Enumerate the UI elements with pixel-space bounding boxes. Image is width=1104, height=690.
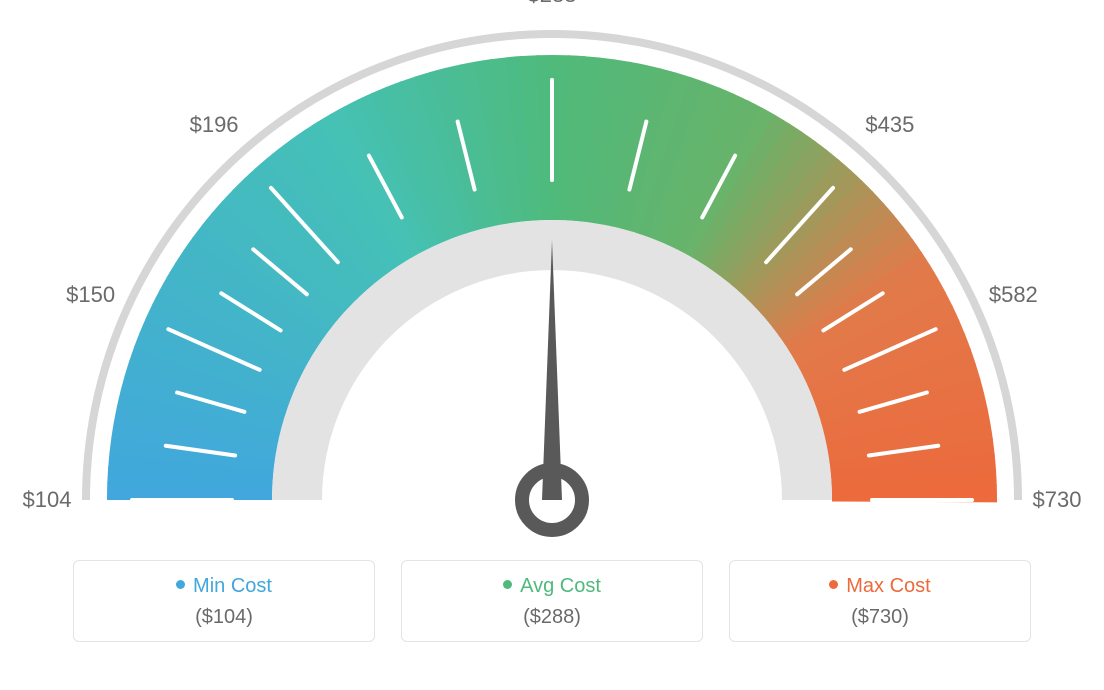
legend-cards-row: Min Cost ($104) Avg Cost ($288) Max Cost… [0, 560, 1104, 642]
max-cost-bullet [829, 580, 838, 589]
min-cost-bullet [176, 580, 185, 589]
avg-cost-label: Avg Cost [520, 575, 601, 597]
gauge-tick-label: $196 [190, 112, 239, 138]
avg-cost-card: Avg Cost ($288) [401, 560, 703, 642]
gauge-tick-label: $730 [1033, 487, 1082, 513]
avg-cost-title: Avg Cost [402, 575, 702, 598]
min-cost-title: Min Cost [74, 575, 374, 598]
gauge-needle [542, 240, 562, 500]
gauge-tick-label: $288 [528, 0, 577, 8]
max-cost-card: Max Cost ($730) [729, 560, 1031, 642]
min-cost-label: Min Cost [193, 575, 272, 597]
gauge-svg [0, 0, 1104, 560]
avg-cost-bullet [503, 580, 512, 589]
min-cost-value: ($104) [74, 606, 374, 629]
gauge-tick-label: $582 [989, 282, 1038, 308]
gauge-chart: $104 $150 $196 $288 $435 $582 $730 [0, 0, 1104, 560]
max-cost-label: Max Cost [846, 575, 930, 597]
avg-cost-value: ($288) [402, 606, 702, 629]
min-cost-card: Min Cost ($104) [73, 560, 375, 642]
gauge-tick-label: $104 [23, 487, 72, 513]
gauge-tick-label: $150 [66, 282, 115, 308]
max-cost-title: Max Cost [730, 575, 1030, 598]
max-cost-value: ($730) [730, 606, 1030, 629]
gauge-tick-label: $435 [865, 112, 914, 138]
